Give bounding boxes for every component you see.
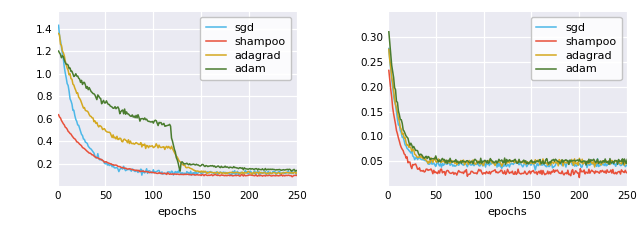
shampoo — [523, 173, 531, 176]
adagrad — [591, 166, 598, 168]
sgd — [531, 168, 539, 171]
sgd — [550, 165, 558, 168]
adagrad — [623, 162, 631, 164]
shampoo — [193, 173, 200, 176]
X-axis label: epochs: epochs — [157, 207, 197, 217]
shampoo — [424, 169, 432, 172]
sgd — [523, 165, 531, 168]
adam — [385, 31, 393, 33]
Line: adagrad: adagrad — [58, 34, 297, 174]
adam — [424, 155, 432, 158]
adagrad — [424, 162, 432, 165]
Line: sgd: sgd — [58, 25, 297, 175]
shampoo — [484, 171, 492, 174]
adam — [150, 120, 158, 123]
sgd — [152, 171, 159, 173]
adagrad — [54, 32, 62, 35]
Line: sgd: sgd — [389, 48, 627, 170]
shampoo — [288, 175, 296, 178]
adagrad — [523, 162, 531, 165]
adagrad — [385, 48, 393, 51]
sgd — [623, 164, 631, 167]
sgd — [615, 160, 623, 163]
adam — [481, 159, 488, 162]
adam — [615, 158, 623, 161]
adam — [54, 50, 62, 52]
shampoo — [575, 176, 583, 179]
adagrad — [220, 171, 227, 174]
shampoo — [623, 171, 631, 174]
sgd — [385, 47, 393, 50]
sgd — [484, 163, 492, 166]
shampoo — [150, 171, 158, 174]
shampoo — [385, 69, 393, 72]
adam — [94, 93, 102, 96]
adagrad — [154, 144, 161, 147]
sgd — [193, 172, 201, 175]
sgd — [424, 162, 432, 165]
shampoo — [550, 168, 557, 171]
Line: adam: adam — [58, 51, 297, 171]
adam — [193, 163, 200, 166]
shampoo — [615, 170, 623, 173]
adagrad — [293, 171, 301, 174]
adam — [582, 164, 590, 166]
adam — [220, 166, 227, 169]
Line: shampoo: shampoo — [389, 70, 627, 178]
shampoo — [54, 113, 62, 116]
adagrad — [94, 124, 102, 127]
sgd — [54, 24, 62, 27]
sgd — [220, 171, 228, 174]
adam — [484, 159, 492, 162]
adagrad — [248, 173, 256, 176]
adam — [287, 170, 295, 172]
adagrad — [550, 162, 557, 165]
adam — [623, 158, 631, 161]
sgd — [94, 152, 102, 155]
adam — [550, 158, 557, 161]
Line: adagrad: adagrad — [389, 49, 627, 167]
shampoo — [154, 172, 161, 175]
sgd — [481, 162, 488, 165]
X-axis label: epochs: epochs — [488, 207, 527, 217]
adagrad — [284, 171, 292, 174]
shampoo — [94, 156, 102, 159]
sgd — [138, 174, 146, 177]
adagrad — [484, 161, 492, 164]
shampoo — [481, 171, 488, 174]
sgd — [154, 169, 162, 172]
adagrad — [193, 170, 200, 172]
adam — [154, 122, 161, 124]
shampoo — [220, 174, 227, 177]
shampoo — [293, 174, 301, 177]
shampoo — [284, 174, 291, 177]
adam — [293, 169, 301, 172]
Line: adam: adam — [389, 32, 627, 165]
sgd — [293, 173, 301, 176]
adam — [523, 162, 531, 165]
Legend: sgd, shampoo, adagrad, adam: sgd, shampoo, adagrad, adam — [531, 17, 621, 80]
adam — [284, 168, 291, 171]
sgd — [284, 169, 292, 172]
adagrad — [615, 159, 623, 162]
Legend: sgd, shampoo, adagrad, adam: sgd, shampoo, adagrad, adam — [200, 17, 291, 80]
Line: shampoo: shampoo — [58, 115, 297, 177]
adagrad — [150, 146, 158, 148]
adagrad — [481, 160, 488, 162]
